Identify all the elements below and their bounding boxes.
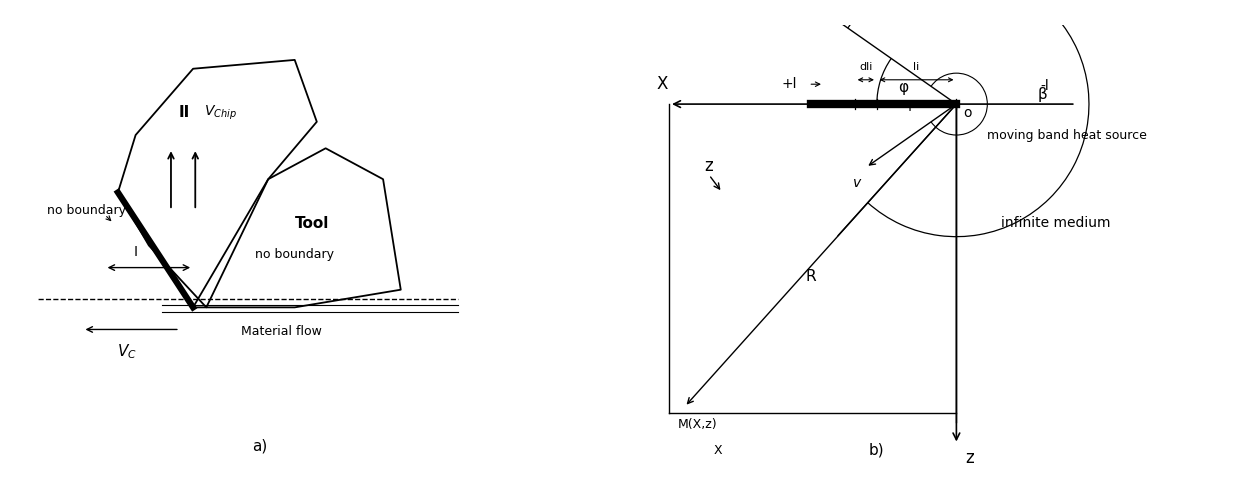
Text: o: o bbox=[963, 107, 972, 120]
Text: dli: dli bbox=[860, 62, 872, 72]
Text: b): b) bbox=[869, 442, 884, 458]
Text: β: β bbox=[1037, 87, 1047, 102]
Text: li: li bbox=[914, 62, 920, 72]
Text: $V_{Chip}$: $V_{Chip}$ bbox=[204, 104, 237, 122]
Text: M(X,z): M(X,z) bbox=[678, 418, 718, 431]
Text: +l: +l bbox=[782, 77, 798, 91]
Text: φ: φ bbox=[898, 80, 909, 95]
Text: moving band heat source: moving band heat source bbox=[987, 129, 1147, 141]
Text: X: X bbox=[714, 444, 722, 457]
Text: z: z bbox=[704, 157, 714, 175]
Text: a): a) bbox=[252, 438, 267, 453]
Text: Material flow: Material flow bbox=[241, 325, 322, 338]
Text: no boundary: no boundary bbox=[47, 204, 126, 217]
Text: I: I bbox=[133, 245, 137, 259]
Text: no boundary: no boundary bbox=[256, 248, 335, 261]
Text: φ: φ bbox=[905, 98, 914, 110]
Text: -l: -l bbox=[1040, 79, 1050, 93]
Text: $V_C$: $V_C$ bbox=[117, 343, 137, 361]
Text: X: X bbox=[657, 75, 668, 93]
Text: II: II bbox=[179, 106, 190, 120]
Text: Tool: Tool bbox=[295, 216, 330, 231]
Text: infinite medium: infinite medium bbox=[1000, 217, 1110, 230]
Text: z: z bbox=[966, 449, 974, 467]
Text: v: v bbox=[853, 176, 862, 191]
Text: R: R bbox=[805, 269, 816, 284]
